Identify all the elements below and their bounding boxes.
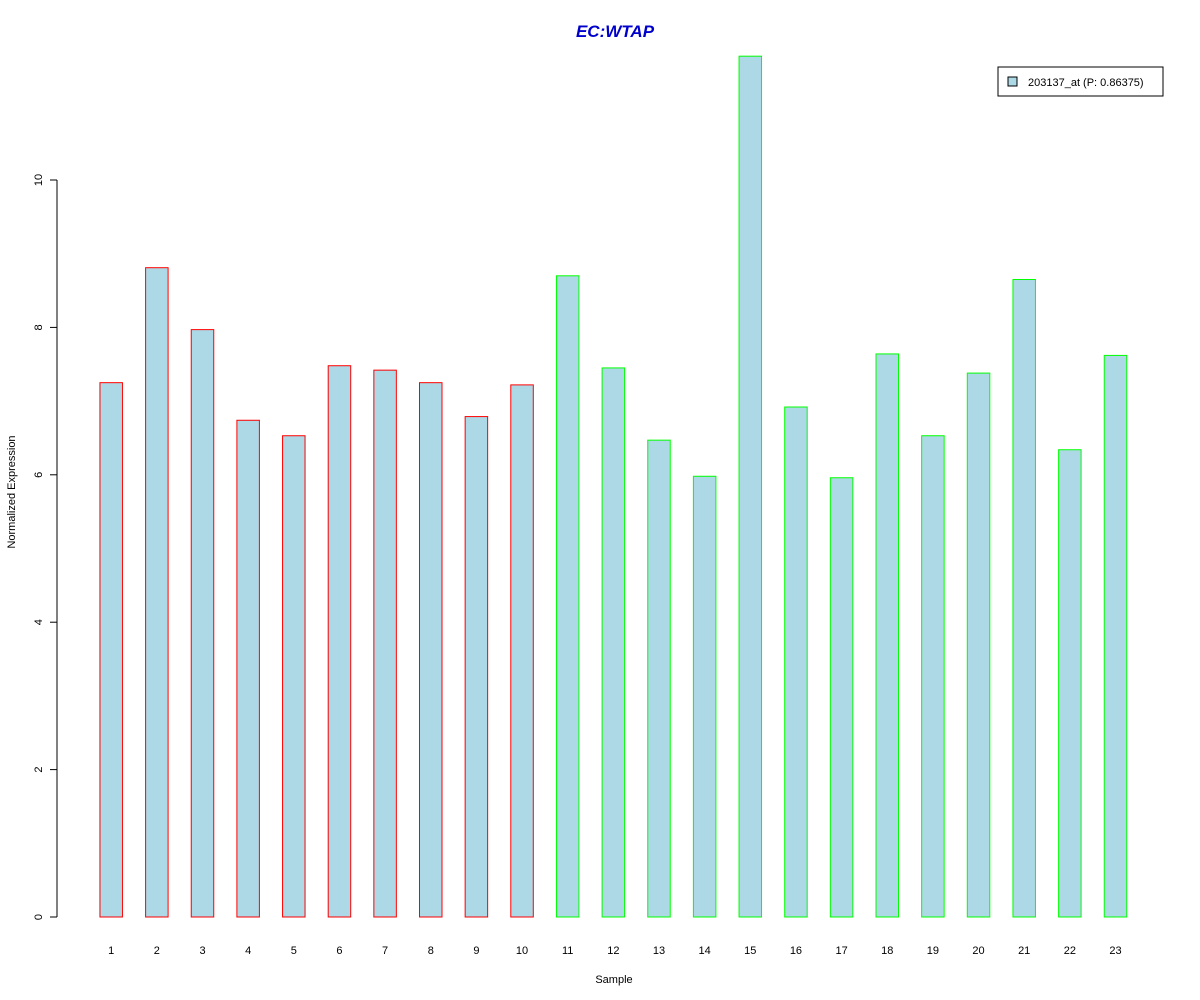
bar-sample-23 [1103, 354, 1128, 918]
bar-sample-22 [1058, 449, 1082, 918]
bar-sample-16 [784, 406, 808, 918]
y-tick-label: 8 [33, 324, 45, 330]
bar-sample-4 [236, 419, 260, 918]
x-tick-label: 8 [428, 945, 434, 957]
x-tick-label: 2 [154, 945, 160, 957]
x-tick-label: 14 [699, 945, 711, 957]
x-tick-label: 3 [199, 945, 205, 957]
legend-swatch [1007, 76, 1018, 87]
bar-sample-13 [647, 439, 671, 918]
x-tick-label: 4 [245, 945, 251, 957]
bar-sample-3 [190, 329, 215, 918]
x-tick-label: 23 [1109, 945, 1121, 957]
bar-sample-7 [373, 369, 397, 918]
x-axis-label: Sample [595, 974, 632, 986]
y-tick-label: 2 [33, 767, 45, 773]
legend-label: 203137_at (P: 0.86375) [1028, 77, 1144, 89]
x-tick-label: 5 [291, 945, 297, 957]
bar-sample-2 [145, 267, 169, 918]
bar-sample-8 [419, 382, 443, 918]
bar-sample-21 [1012, 279, 1036, 918]
bar-sample-9 [464, 416, 489, 918]
chart-title: EC:WTAP [576, 22, 655, 41]
x-tick-label: 1 [108, 945, 114, 957]
bar-sample-17 [829, 477, 854, 918]
y-axis-label: Normalized Expression [6, 435, 18, 548]
x-tick-label: 11 [562, 945, 573, 957]
x-tick-label: 18 [881, 945, 893, 957]
bar-sample-6 [327, 365, 352, 918]
bar-sample-15 [738, 55, 763, 918]
bar-sample-5 [282, 435, 306, 918]
bar-sample-11 [555, 275, 580, 918]
y-axis: 0 2 4 6 8 10 [33, 174, 58, 920]
y-tick-label: 6 [33, 472, 45, 478]
x-tick-label: 20 [972, 945, 984, 957]
x-tick-label: 21 [1018, 945, 1030, 957]
bar-sample-14 [692, 475, 717, 918]
x-tick-label: 13 [653, 945, 665, 957]
x-tick-label: 22 [1064, 945, 1076, 957]
x-tick-label: 9 [473, 945, 479, 957]
bars-group [99, 55, 1128, 918]
legend: 203137_at (P: 0.86375) [997, 66, 1164, 97]
bar-sample-20 [966, 372, 991, 918]
x-tick-label: 6 [336, 945, 342, 957]
x-tick-label: 17 [835, 945, 847, 957]
bar-sample-12 [601, 367, 626, 918]
y-tick-label: 0 [33, 914, 45, 920]
y-tick-label: 4 [33, 619, 45, 625]
x-tick-label: 15 [744, 945, 756, 957]
x-tick-label: 16 [790, 945, 802, 957]
x-tick-labels: 1 2 3 4 5 6 7 8 9 10 11 12 13 14 15 16 17 18 19 20 21 22 23 [108, 945, 1121, 957]
x-tick-label: 12 [607, 945, 619, 957]
bar-sample-18 [875, 353, 899, 918]
legend-box [997, 66, 1164, 97]
bar-sample-1 [99, 382, 123, 918]
x-tick-label: 7 [382, 945, 388, 957]
x-tick-label: 10 [516, 945, 528, 957]
x-tick-label: 19 [927, 945, 939, 957]
bar-sample-10 [510, 384, 534, 918]
y-tick-label: 10 [33, 174, 45, 186]
bar-sample-19 [921, 435, 945, 918]
